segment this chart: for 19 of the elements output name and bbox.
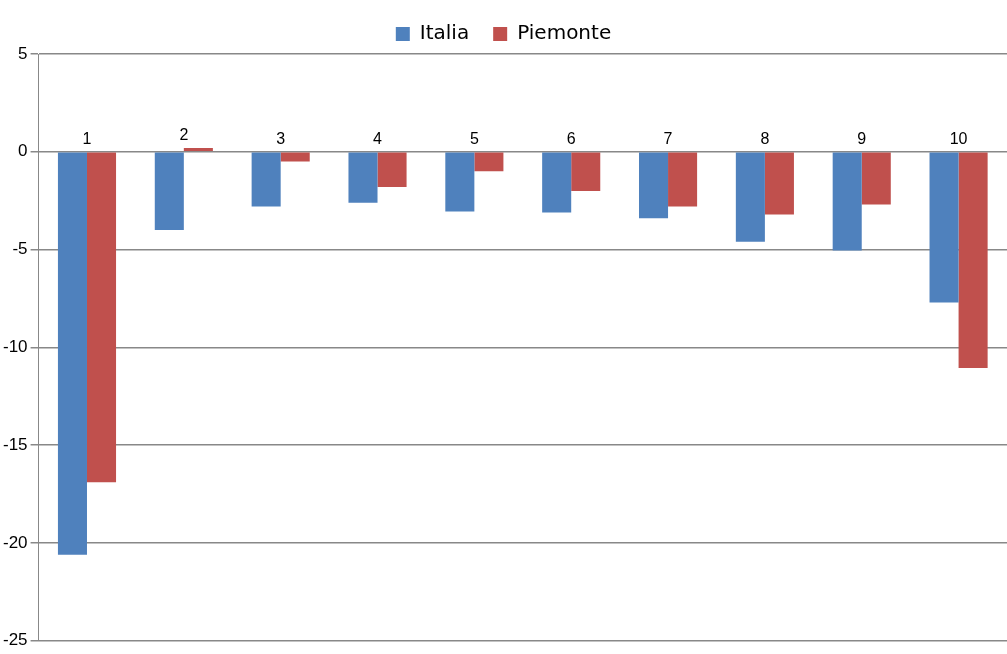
- legend-label: Italia: [419, 20, 470, 45]
- x-tick-label: 4: [373, 130, 383, 148]
- y-tick-label: -10: [2, 337, 28, 357]
- x-tick-label: 8: [760, 130, 770, 148]
- y-tick-label: -5: [12, 239, 28, 259]
- x-tick-label: 6: [566, 130, 576, 148]
- y-tick-label: -15: [2, 434, 28, 454]
- x-tick-label: 7: [663, 130, 673, 148]
- y-tick-label: -20: [2, 532, 28, 552]
- x-tick-label: 2: [179, 126, 189, 144]
- legend-label: Piemonte: [517, 20, 612, 45]
- y-tick-label: 5: [18, 43, 28, 63]
- x-tick-label: 9: [857, 130, 867, 148]
- x-tick-label: 3: [276, 130, 286, 148]
- x-tick-label: 10: [949, 130, 968, 148]
- y-tick-label: 0: [18, 141, 28, 161]
- x-tick-label: 1: [82, 130, 92, 148]
- x-tick-label: 5: [469, 130, 479, 148]
- y-tick-label: -25: [2, 630, 28, 650]
